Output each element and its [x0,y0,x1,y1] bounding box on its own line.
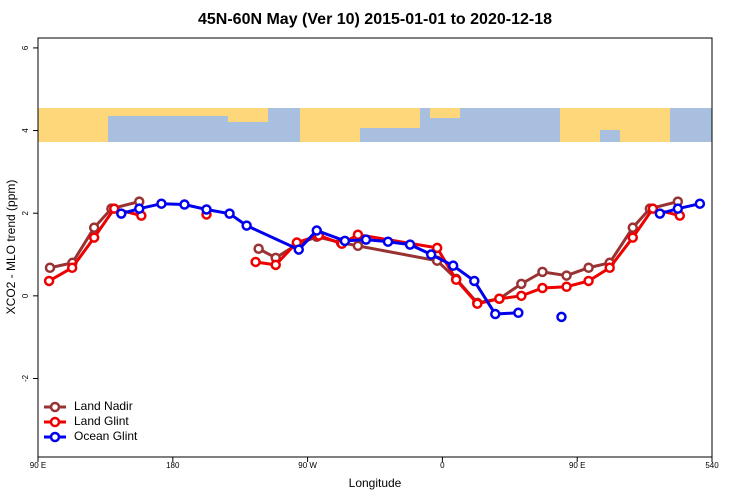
data-point [88,232,100,243]
x-axis-label: Longitude [349,476,402,490]
legend-marker [49,416,61,428]
data-point [352,240,364,252]
data-point [627,232,639,243]
y-axis-label: XCO2 - MLO trend (ppm) [4,180,18,315]
plot-frame [37,37,713,458]
data-point [561,270,572,281]
data-point [672,203,684,214]
data-point [654,208,666,219]
data-point [513,307,524,319]
data-point [404,239,416,250]
data-point [311,225,322,236]
data-point [360,234,372,245]
series-line [48,206,681,306]
data-point [133,203,145,214]
data-point [156,198,167,209]
data-point [494,293,505,304]
y-tick-label: 4 [21,128,30,133]
data-point [447,260,459,271]
data-point [44,262,56,273]
data-point [382,236,394,247]
legend-label: Ocean Glint [74,429,138,443]
data-point [250,256,261,268]
x-tick-label: 0 [440,461,445,470]
data-point [537,266,548,278]
data-point [179,199,190,210]
data-point [352,229,364,240]
data-point [425,249,437,260]
data-point [224,208,235,219]
data-point [647,203,659,214]
y-tick-label: 2 [21,210,30,215]
data-point [516,278,527,290]
data-point [583,275,594,287]
data-point [490,308,501,320]
data-point [561,281,572,293]
data-point [66,262,78,273]
x-tick-label: 90 E [30,461,46,470]
data-point [469,275,480,287]
x-tick-label: 180 [166,461,180,470]
x-tick-label: 540 [705,461,719,470]
data-point [43,275,55,287]
data-point [472,298,483,309]
map-strip [38,108,712,142]
data-point [339,235,351,247]
legend-label: Land Glint [74,414,129,428]
data-point [556,311,567,323]
data-point [450,274,462,285]
data-point [516,290,527,302]
data-point [241,220,252,231]
data-point [201,204,212,215]
y-tick-label: -2 [21,374,30,382]
data-point [694,198,706,209]
chart-title: 45N-60N May (Ver 10) 2015-01-01 to 2020-… [198,11,552,28]
legend-marker [49,431,61,443]
data-point [431,242,443,254]
data-point [583,262,594,273]
legend-label: Land Nadir [74,399,133,413]
y-tick-label: 6 [21,45,30,50]
data-point [88,222,100,233]
data-point [270,259,281,271]
data-point [627,222,639,233]
data-point [293,244,305,255]
x-tick-label: 90 W [298,461,317,470]
data-point [537,282,548,294]
x-tick-label: 90 E [569,461,585,470]
data-point [253,243,264,254]
legend-marker [49,401,61,413]
y-tick-label: 0 [21,293,30,298]
data-point [604,262,615,273]
data-point [108,203,120,214]
data-point [116,208,127,219]
